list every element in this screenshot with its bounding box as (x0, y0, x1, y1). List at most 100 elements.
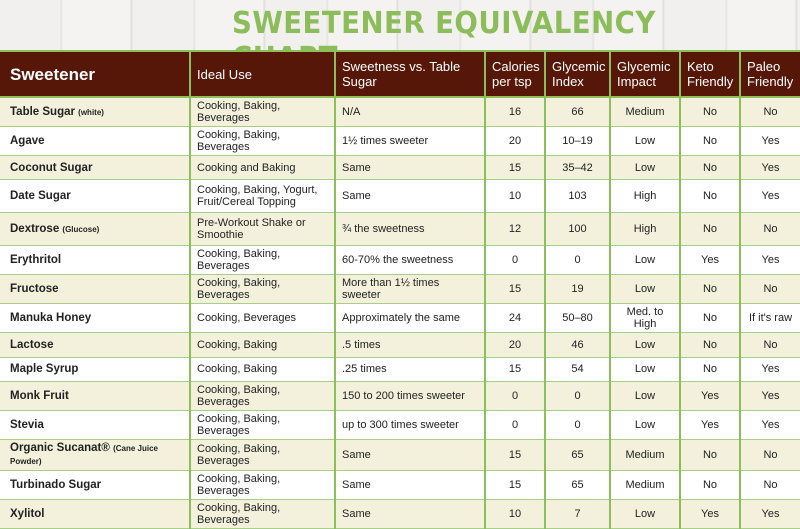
use-cell: Cooking, Baking, Beverages (189, 381, 335, 411)
impact-cell: Low (609, 499, 680, 529)
table-row: Erythritol Cooking, Baking, Beverages 60-7… (0, 245, 800, 276)
impact-cell: Med. to High (609, 303, 680, 334)
keto-cell: No (679, 126, 740, 156)
sweetener-name: Monk Fruit (10, 389, 69, 402)
impact-cell: Low (609, 126, 680, 156)
gi-cell: 46 (544, 332, 610, 358)
sweetener-name: Agave (10, 135, 45, 147)
table-row: Lactose Cooking, Baking .5 times 20 46 Low No N… (0, 332, 800, 358)
header-row: Sweetener Ideal Use Sweetness vs. Table Su… (0, 50, 800, 98)
paleo-cell: No (739, 470, 800, 500)
table-row: Fructose Cooking, Baking, Beverages More t… (0, 274, 800, 305)
calories-cell: 16 (484, 97, 545, 127)
column-header: Paleo Friendly (739, 50, 800, 98)
sweetener-name-cell: Lactose (0, 332, 190, 358)
sweetness-cell: 1½ times sweeter (334, 126, 485, 156)
calories-cell: 15 (484, 274, 545, 305)
sweetness-cell: Same (334, 499, 485, 529)
use-cell: Cooking, Beverages (189, 303, 335, 334)
table-row: Date Sugar Cooking, Baking, Yogurt, Fruit… (0, 179, 800, 214)
sweetness-cell: Approximately the same (334, 303, 485, 334)
keto-cell: No (679, 470, 740, 500)
keto-cell: No (679, 439, 740, 471)
table-row: Xylitol Cooking, Baking, Beverages Same 10 7… (0, 499, 800, 529)
table-row: Coconut Sugar Cooking and Baking Same 15 35–… (0, 155, 800, 181)
sweetener-table: Sweetener Ideal Use Sweetness vs. Table Su… (0, 50, 800, 529)
sweetness-cell: Same (334, 179, 485, 214)
calories-cell: 15 (484, 357, 545, 382)
sweetener-name-cell: Erythritol (0, 245, 190, 276)
calories-cell: 20 (484, 126, 545, 156)
calories-cell: 24 (484, 303, 545, 334)
keto-cell: Yes (679, 245, 740, 276)
paleo-cell: Yes (739, 357, 800, 382)
gi-cell: 0 (544, 410, 610, 440)
sweetness-cell: N/A (334, 97, 485, 127)
use-cell: Cooking, Baking, Beverages (189, 439, 335, 471)
impact-cell: Medium (609, 470, 680, 500)
use-cell: Cooking, Baking, Yogurt, Fruit/Cereal To… (189, 179, 335, 214)
sweetener-note: (Cane Juice Powder) (10, 443, 158, 466)
sweetener-name-cell: Date Sugar (0, 179, 190, 214)
sweetener-name-cell: Maple Syrup (0, 357, 190, 382)
keto-cell: No (679, 179, 740, 214)
sweetener-name-cell: Turbinado Sugar (0, 470, 190, 500)
table-row: Stevia Cooking, Baking, Beverages up to 30… (0, 410, 800, 440)
sweetener-name-cell: Xylitol (0, 499, 190, 529)
table-row: Table Sugar (white) Cooking, Baking, Beve… (0, 97, 800, 127)
impact-cell: Low (609, 245, 680, 276)
keto-cell: No (679, 274, 740, 305)
sweetener-name: Organic Sucanat® (10, 441, 110, 454)
gi-cell: 50–80 (544, 303, 610, 334)
sweetener-name: Fructose (10, 283, 59, 296)
keto-cell: No (679, 303, 740, 334)
impact-cell: Low (609, 381, 680, 411)
gi-cell: 7 (544, 499, 610, 529)
use-cell: Cooking, Baking, Beverages (189, 97, 335, 127)
calories-cell: 0 (484, 410, 545, 440)
table-row: Dextrose (Glucose) Pre-Workout Shake or S… (0, 212, 800, 247)
sweetener-name-cell: Fructose (0, 274, 190, 305)
paleo-cell: Yes (739, 126, 800, 156)
impact-cell: Low (609, 155, 680, 181)
calories-cell: 0 (484, 245, 545, 276)
column-header: Sweetness vs. Table Sugar (334, 50, 485, 98)
column-header: Calories per tsp (484, 50, 545, 98)
impact-cell: Medium (609, 97, 680, 127)
use-cell: Cooking, Baking, Beverages (189, 126, 335, 156)
paleo-cell: Yes (739, 179, 800, 214)
sweetness-cell: More than 1½ times sweeter (334, 274, 485, 305)
table-row: Agave Cooking, Baking, Beverages 1½ times … (0, 126, 800, 156)
paleo-cell: No (739, 332, 800, 358)
sweetener-name-cell: Organic Sucanat® (Cane Juice Powder) (0, 439, 190, 471)
paleo-cell: No (739, 97, 800, 127)
column-header: Glycemic Index (544, 50, 610, 98)
gi-cell: 0 (544, 245, 610, 276)
use-cell: Cooking, Baking, Beverages (189, 245, 335, 276)
keto-cell: No (679, 357, 740, 382)
impact-cell: Low (609, 274, 680, 305)
table-row: Maple Syrup Cooking, Baking .25 times 15 54 L… (0, 357, 800, 382)
sweetness-cell: Same (334, 470, 485, 500)
sweetener-name-cell: Agave (0, 126, 190, 156)
impact-cell: Low (609, 410, 680, 440)
impact-cell: Medium (609, 439, 680, 471)
paleo-cell: No (739, 439, 800, 471)
sweetness-cell: ¾ the sweetness (334, 212, 485, 247)
sweetener-name-cell: Coconut Sugar (0, 155, 190, 181)
calories-cell: 15 (484, 470, 545, 500)
keto-cell: Yes (679, 381, 740, 411)
sweetener-note: (white) (78, 107, 104, 117)
gi-cell: 66 (544, 97, 610, 127)
sweetness-cell: .5 times (334, 332, 485, 358)
sweetness-cell: 150 to 200 times sweeter (334, 381, 485, 411)
impact-cell: High (609, 179, 680, 214)
sweetener-name-cell: Dextrose (Glucose) (0, 212, 190, 247)
paleo-cell: Yes (739, 155, 800, 181)
calories-cell: 0 (484, 381, 545, 411)
use-cell: Cooking, Baking, Beverages (189, 274, 335, 305)
sweetener-name: Turbinado Sugar (10, 478, 102, 491)
paleo-cell: If it's raw (739, 303, 800, 334)
calories-cell: 20 (484, 332, 545, 358)
sweetener-name-cell: Manuka Honey (0, 303, 190, 334)
